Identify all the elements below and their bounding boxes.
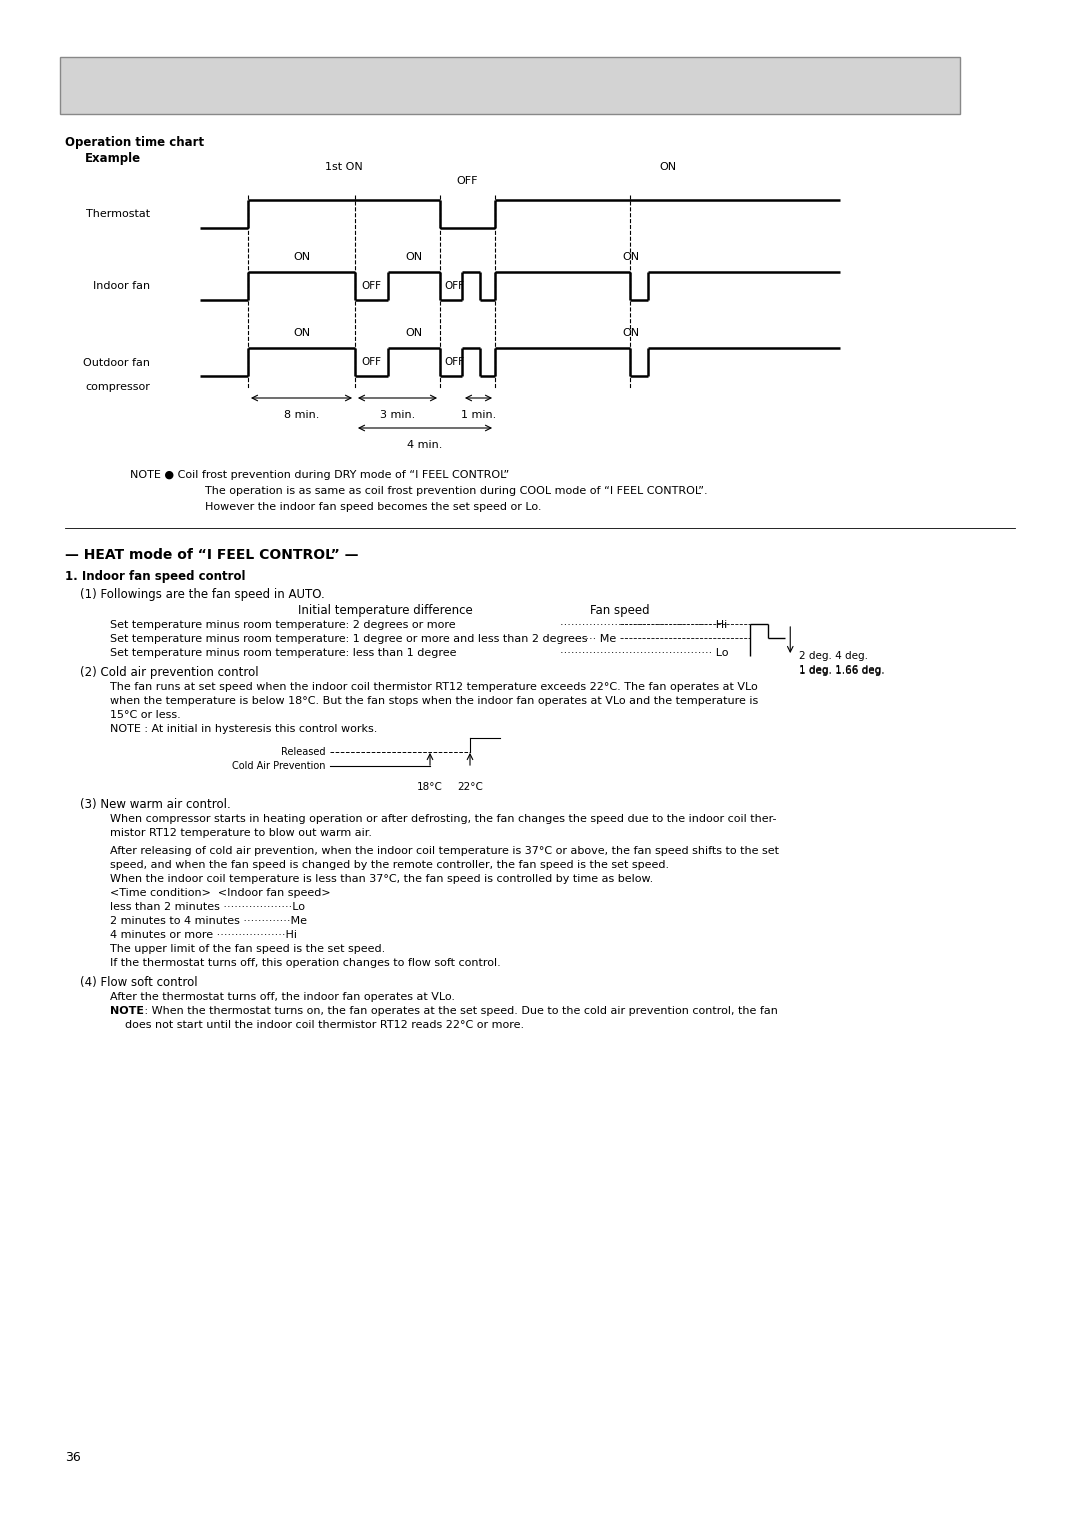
Text: After releasing of cold air prevention, when the indoor coil temperature is 37°C: After releasing of cold air prevention, … bbox=[110, 847, 779, 856]
Text: 4 min.: 4 min. bbox=[407, 439, 443, 450]
Text: When compressor starts in heating operation or after defrosting, the fan changes: When compressor starts in heating operat… bbox=[110, 814, 777, 824]
Text: Thermostat: Thermostat bbox=[86, 210, 150, 219]
Text: NOTE: NOTE bbox=[110, 1006, 144, 1017]
Text: less than 2 minutes ···················Lo: less than 2 minutes ···················L… bbox=[110, 902, 305, 912]
Text: 1st ON: 1st ON bbox=[325, 162, 363, 171]
Text: 8 min.: 8 min. bbox=[284, 410, 320, 419]
Text: ON: ON bbox=[622, 253, 639, 262]
Text: — HEAT mode of “I FEEL CONTROL” —: — HEAT mode of “I FEEL CONTROL” — bbox=[65, 548, 359, 562]
Text: 18°C: 18°C bbox=[417, 782, 443, 792]
Text: OFF: OFF bbox=[361, 357, 381, 367]
Text: Operation time chart: Operation time chart bbox=[65, 136, 204, 149]
Text: ON: ON bbox=[293, 253, 310, 262]
Text: 22°C: 22°C bbox=[457, 782, 483, 792]
Text: ·········································· Lo: ········································… bbox=[561, 648, 729, 658]
Text: : When the thermostat turns on, the fan operates at the set speed. Due to the co: : When the thermostat turns on, the fan … bbox=[141, 1006, 778, 1017]
Text: The fan runs at set speed when the indoor coil thermistor RT12 temperature excee: The fan runs at set speed when the indoo… bbox=[110, 681, 758, 692]
Text: ·········································· Hi: ········································… bbox=[561, 620, 727, 629]
Text: (1) Followings are the fan speed in AUTO.: (1) Followings are the fan speed in AUTO… bbox=[80, 588, 325, 602]
Text: 3 min.: 3 min. bbox=[380, 410, 415, 419]
Text: Released: Released bbox=[281, 747, 325, 756]
Text: Set temperature minus room temperature: less than 1 degree: Set temperature minus room temperature: … bbox=[110, 648, 457, 658]
Text: ON: ON bbox=[293, 328, 310, 338]
Text: 1 deg. 1.66 deg.: 1 deg. 1.66 deg. bbox=[799, 666, 885, 677]
Text: NOTE ● Coil frost prevention during DRY mode of “I FEEL CONTROL”: NOTE ● Coil frost prevention during DRY … bbox=[130, 470, 510, 481]
Text: <Time condition>  <Indoor fan speed>: <Time condition> <Indoor fan speed> bbox=[110, 888, 330, 899]
Text: (4) Flow soft control: (4) Flow soft control bbox=[80, 975, 198, 989]
Text: ON: ON bbox=[405, 328, 422, 338]
Text: when the temperature is below 18°C. But the fan stops when the indoor fan operat: when the temperature is below 18°C. But … bbox=[110, 697, 758, 706]
Text: Cold Air Prevention: Cold Air Prevention bbox=[231, 761, 325, 772]
Text: 4 minutes or more ···················Hi: 4 minutes or more ···················Hi bbox=[110, 929, 297, 940]
Text: does not start until the indoor coil thermistor RT12 reads 22°C or more.: does not start until the indoor coil the… bbox=[125, 1020, 524, 1030]
Text: Outdoor fan: Outdoor fan bbox=[83, 358, 150, 367]
Bar bbox=[60, 57, 960, 113]
Text: The operation is as same as coil frost prevention during COOL mode of “I FEEL CO: The operation is as same as coil frost p… bbox=[205, 485, 707, 496]
Text: However the indoor fan speed becomes the set speed or Lo.: However the indoor fan speed becomes the… bbox=[205, 502, 541, 511]
Text: ON: ON bbox=[622, 328, 639, 338]
Text: OFF: OFF bbox=[444, 357, 464, 367]
Text: OFF: OFF bbox=[361, 282, 381, 291]
Text: speed, and when the fan speed is changed by the remote controller, the fan speed: speed, and when the fan speed is changed… bbox=[110, 860, 670, 870]
Text: When the indoor coil temperature is less than 37°C, the fan speed is controlled : When the indoor coil temperature is less… bbox=[110, 874, 653, 883]
Text: If the thermostat turns off, this operation changes to flow soft control.: If the thermostat turns off, this operat… bbox=[110, 958, 501, 968]
Text: Fan speed: Fan speed bbox=[590, 605, 650, 617]
Text: Set temperature minus room temperature: 2 degrees or more: Set temperature minus room temperature: … bbox=[110, 620, 456, 629]
Text: 1. Indoor fan speed control: 1. Indoor fan speed control bbox=[65, 570, 245, 583]
Text: Set temperature minus room temperature: 1 degree or more and less than 2 degrees: Set temperature minus room temperature: … bbox=[110, 634, 588, 645]
Text: NOTE : At initial in hysteresis this control works.: NOTE : At initial in hysteresis this con… bbox=[110, 724, 377, 733]
Text: ON: ON bbox=[405, 253, 422, 262]
Text: mistor RT12 temperature to blow out warm air.: mistor RT12 temperature to blow out warm… bbox=[110, 828, 372, 837]
Text: Indoor fan: Indoor fan bbox=[93, 282, 150, 291]
Text: Initial temperature difference: Initial temperature difference bbox=[298, 605, 472, 617]
Text: Example: Example bbox=[85, 152, 141, 165]
Text: (2) Cold air prevention control: (2) Cold air prevention control bbox=[80, 666, 258, 680]
Text: 1 deg. 1.66 deg.: 1 deg. 1.66 deg. bbox=[799, 664, 885, 675]
Text: 15°C or less.: 15°C or less. bbox=[110, 710, 180, 720]
Text: The upper limit of the fan speed is the set speed.: The upper limit of the fan speed is the … bbox=[110, 945, 386, 954]
Text: ON: ON bbox=[659, 162, 676, 171]
Text: ·········· Me: ·········· Me bbox=[561, 634, 617, 645]
Text: (3) New warm air control.: (3) New warm air control. bbox=[80, 798, 231, 811]
Text: OFF: OFF bbox=[444, 282, 464, 291]
Text: 1 min.: 1 min. bbox=[461, 410, 496, 419]
Text: 2 deg. 4 deg.: 2 deg. 4 deg. bbox=[799, 651, 868, 661]
Text: OFF: OFF bbox=[457, 176, 478, 185]
Text: compressor: compressor bbox=[85, 383, 150, 392]
Text: 2 minutes to 4 minutes ·············Me: 2 minutes to 4 minutes ·············Me bbox=[110, 916, 307, 926]
Text: 36: 36 bbox=[65, 1451, 81, 1464]
Text: After the thermostat turns off, the indoor fan operates at VLo.: After the thermostat turns off, the indo… bbox=[110, 992, 455, 1001]
